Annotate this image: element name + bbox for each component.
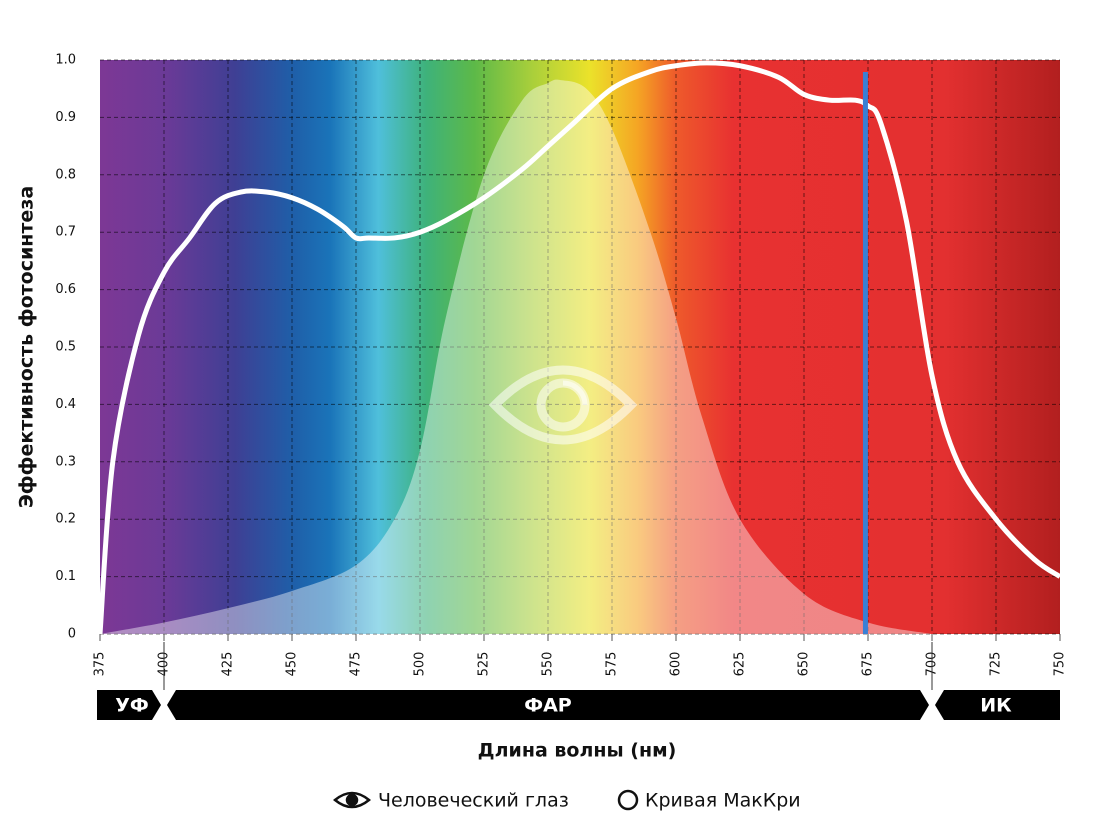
x-tick-label: 650 <box>797 652 812 677</box>
legend-circle-icon <box>617 789 639 811</box>
band-label: ФАР <box>524 695 572 717</box>
y-tick-label: 0.6 <box>55 282 76 297</box>
x-tick-label: 425 <box>221 652 236 677</box>
x-tick-label: 625 <box>733 652 748 677</box>
x-axis-title: Длина волны (нм) <box>478 740 677 762</box>
y-tick-label: 0.9 <box>55 110 76 125</box>
y-tick-label: 0.1 <box>55 569 76 584</box>
legend-label: Кривая МакКри <box>645 790 801 812</box>
legend-label: Человеческий глаз <box>378 790 569 812</box>
x-tick-label: 375 <box>93 652 108 677</box>
x-tick-label: 675 <box>861 652 876 677</box>
x-tick-label: 500 <box>413 652 428 677</box>
x-tick-label: 450 <box>285 652 300 677</box>
eye-icon <box>488 365 638 445</box>
x-tick-label: 750 <box>1053 652 1068 677</box>
y-tick-label: 0.8 <box>55 167 76 182</box>
eye-area <box>100 79 932 635</box>
y-tick-label: 0.3 <box>55 454 76 469</box>
band <box>935 690 1060 720</box>
y-tick-label: 0.2 <box>55 512 76 527</box>
legend-eye-icon <box>333 791 371 809</box>
band <box>167 690 929 720</box>
band-label: ИК <box>980 695 1012 717</box>
band-label: УФ <box>115 695 149 717</box>
legend: Человеческий глаз Кривая МакКри <box>333 789 801 812</box>
x-tick-label: 550 <box>541 652 556 677</box>
y-tick-label: 0 <box>68 627 76 642</box>
y-tick-label: 1.0 <box>55 53 76 68</box>
y-tick-label: 0.4 <box>55 397 76 412</box>
x-tick-label: 525 <box>477 652 492 677</box>
y-axis-title: Эффективность фотосинтеза <box>16 186 38 508</box>
x-tick-label: 475 <box>349 652 364 677</box>
x-tick-label: 725 <box>989 652 1004 677</box>
x-tick-label: 575 <box>605 652 620 677</box>
y-tick-label: 0.7 <box>55 225 76 240</box>
y-tick-label: 0.5 <box>55 340 76 355</box>
band <box>97 690 161 720</box>
mccree-line <box>97 60 1062 635</box>
x-tick-label: 600 <box>669 652 684 677</box>
